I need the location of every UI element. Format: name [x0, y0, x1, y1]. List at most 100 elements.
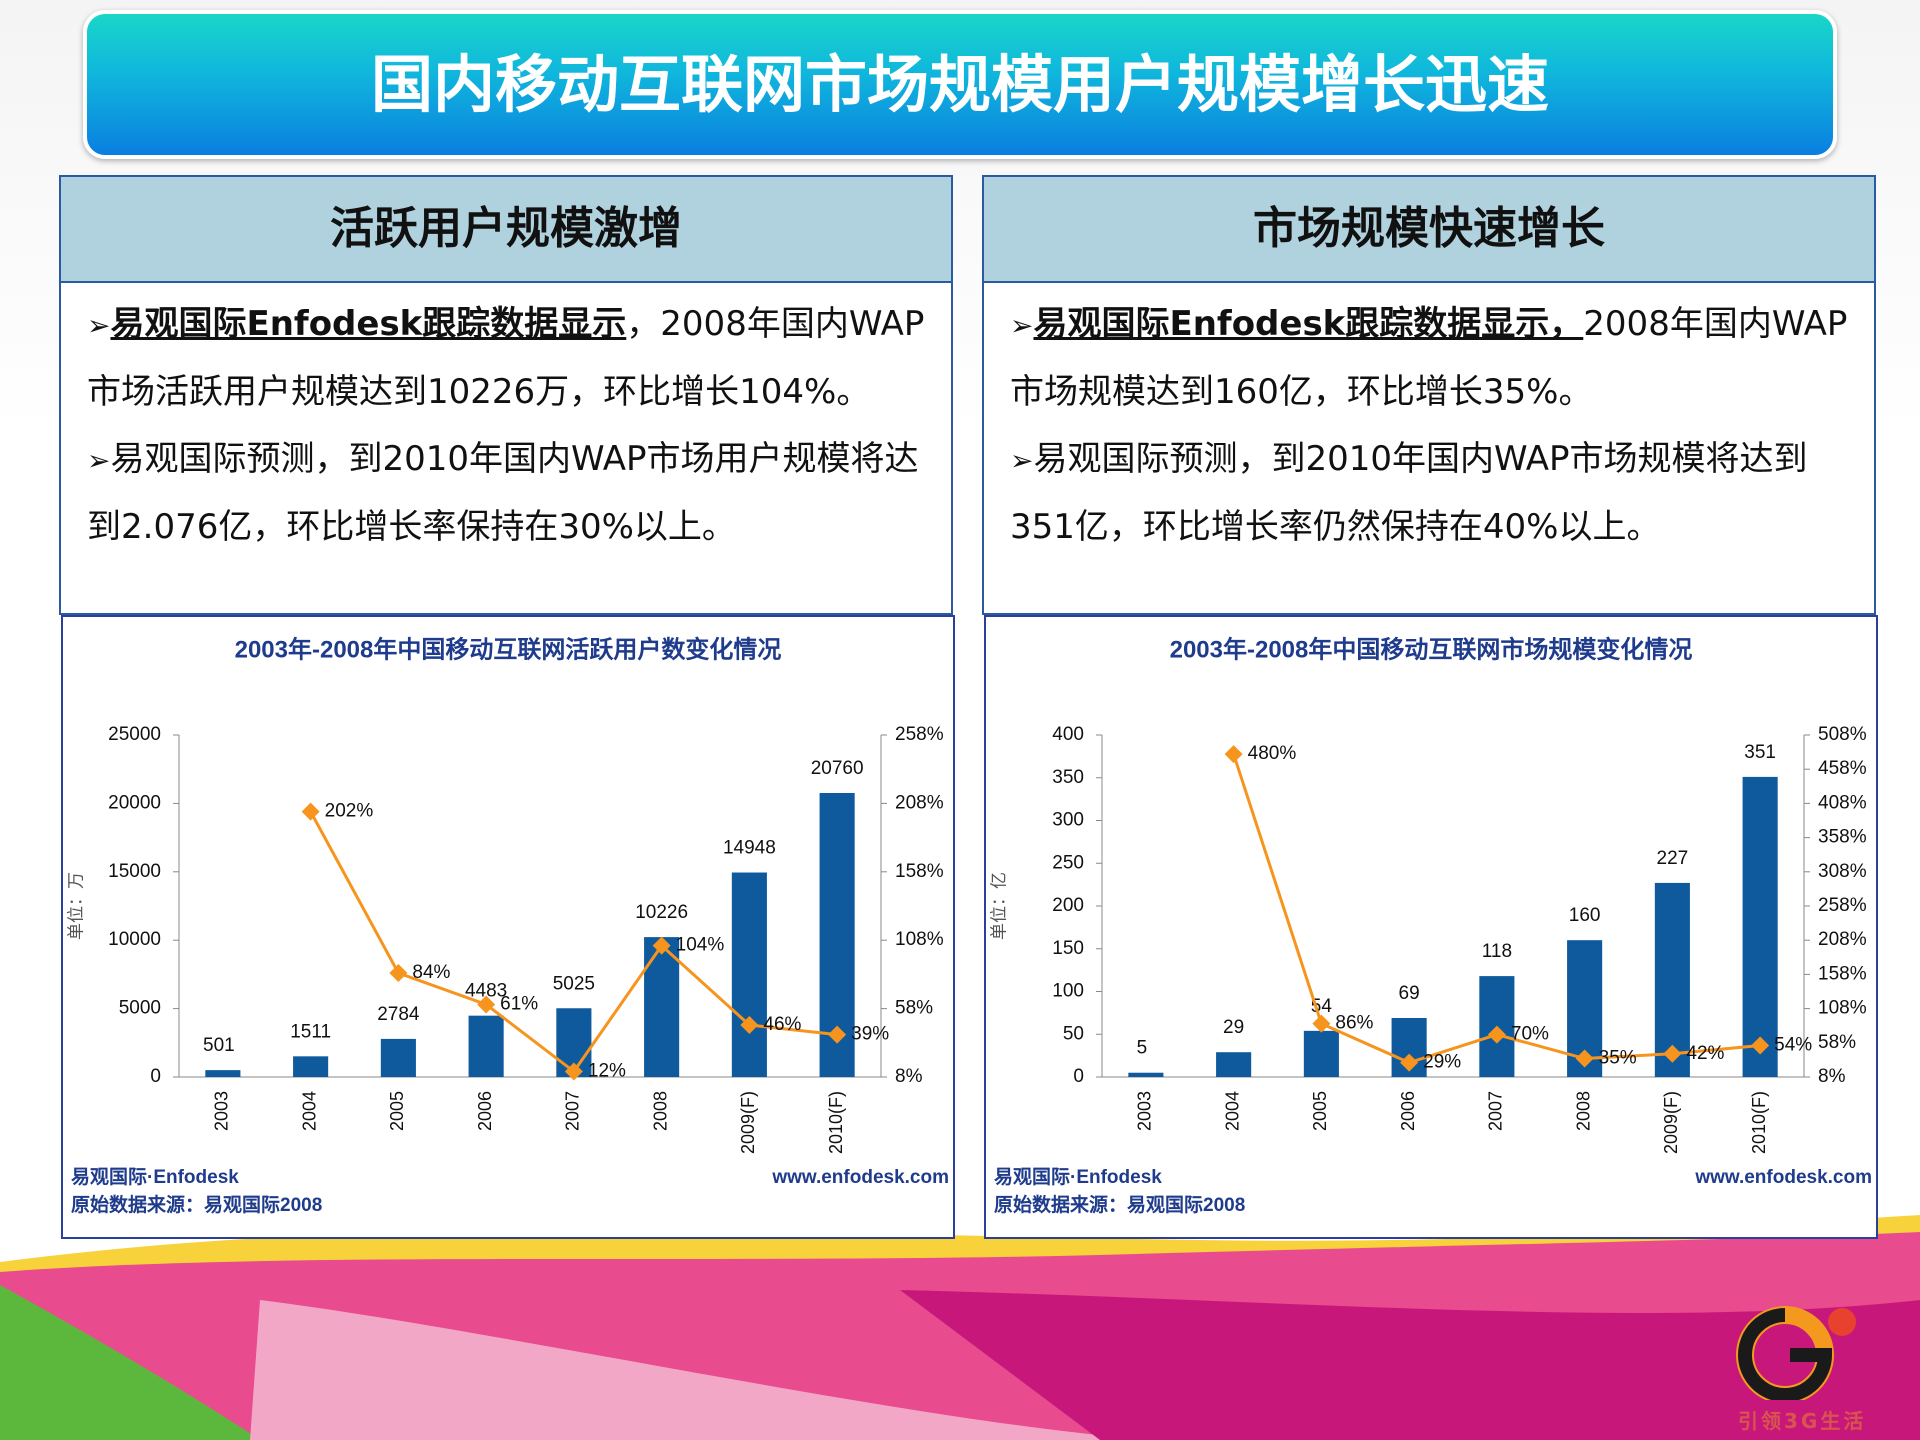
y2-tick-label: 358% [1818, 827, 1867, 848]
line-marker [1575, 1049, 1594, 1068]
bar-value-label: 118 [1482, 941, 1512, 962]
bar-value-label: 29 [1223, 1017, 1244, 1038]
bar-value-label: 351 [1744, 742, 1776, 763]
panel-heading: 市场规模快速增长 [984, 177, 1874, 283]
x-tick-label: 2005 [387, 1091, 407, 1131]
line-value-label: 54% [1774, 1035, 1812, 1056]
y2-tick-label: 8% [895, 1066, 923, 1087]
bar-value-label: 4483 [465, 981, 507, 1002]
bar-value-label: 501 [203, 1035, 235, 1056]
y-tick-label: 5000 [119, 998, 161, 1019]
bar-value-label: 14948 [723, 838, 776, 859]
text: ，2008年国内WAP市场活跃用户规模达到10226万，环比增长104%。 [87, 304, 925, 412]
lead-text: 易观国际Enfodesk跟踪数据显示 [110, 304, 627, 344]
bar-value-label: 5025 [553, 973, 595, 994]
y-tick-label: 300 [1052, 810, 1084, 831]
chart-title: 2003年-2008年中国移动互联网活跃用户数变化情况 [235, 635, 782, 663]
x-tick-label: 2006 [1398, 1091, 1418, 1131]
x-tick-label: 2010(F) [826, 1091, 846, 1154]
y2-tick-label: 258% [1818, 895, 1867, 916]
y-tick-label: 400 [1052, 724, 1084, 745]
bar [293, 1056, 329, 1077]
y-axis-label: 单位：万 [66, 872, 85, 940]
line-value-label: 84% [412, 962, 450, 983]
chart-box: 2003年-2008年中国移动互联网活跃用户数变化情况 单位：万 0 5000 1000… [61, 615, 955, 1239]
line-value-label: 70% [1511, 1024, 1549, 1045]
x-tick-label: 2004 [299, 1091, 319, 1131]
line-marker [828, 1025, 847, 1044]
line-value-label: 12% [588, 1061, 626, 1082]
y2-tick-label: 58% [895, 998, 933, 1019]
bullet [87, 304, 110, 344]
bar [1128, 1072, 1164, 1077]
line-marker [1663, 1044, 1682, 1063]
y-tick-label: 15000 [108, 861, 161, 882]
panel: 市场规模快速增长 易观国际Enfodesk跟踪数据显示，2008年国内WAP市场… [982, 175, 1876, 615]
bar-value-label: 10226 [635, 902, 688, 923]
y-tick-label: 200 [1052, 895, 1084, 916]
bar-value-label: 2784 [377, 1004, 420, 1025]
bar-value-label: 20760 [811, 758, 864, 779]
line-value-label: 61% [500, 994, 538, 1015]
bar [1303, 1030, 1339, 1077]
x-tick-label: 2010(F) [1749, 1091, 1769, 1154]
source-note: 原始数据来源：易观国际2008 [994, 1193, 1245, 1216]
bar [468, 1015, 504, 1077]
y2-tick-label: 8% [1818, 1066, 1846, 1087]
paragraph: 易观国际预测，到2010年国内WAP市场规模将达到351亿，环比增长率仍然保持在… [1010, 426, 1848, 561]
line-marker [740, 1016, 759, 1035]
y2-tick-label: 208% [895, 792, 944, 813]
y-tick-label: 350 [1052, 767, 1084, 788]
line-value-label: 86% [1335, 1013, 1373, 1034]
y2-tick-label: 108% [895, 929, 944, 950]
x-tick-label: 2007 [563, 1091, 583, 1131]
x-tick-label: 2009(F) [1661, 1091, 1681, 1154]
bar [380, 1038, 416, 1077]
text: 易观国际预测，到2010年国内WAP市场用户规模将达到2.076亿，环比增长率保… [87, 439, 919, 547]
y2-tick-label: 258% [895, 724, 944, 745]
y-axis-label: 单位：亿 [989, 872, 1008, 940]
y2-tick-label: 458% [1818, 758, 1867, 779]
lead-text: 易观国际Enfodesk跟踪数据显示， [1033, 304, 1584, 344]
line-value-label: 104% [676, 935, 725, 956]
source-left: 易观国际·Enfodesk [994, 1166, 1162, 1188]
logo-text: 引领3G生活 [1738, 1409, 1867, 1433]
x-tick-label: 2003 [1135, 1091, 1155, 1131]
line-marker [1224, 745, 1243, 764]
y2-tick-label: 408% [1818, 792, 1867, 813]
source-right: www.enfodesk.com [1694, 1167, 1872, 1188]
y2-tick-label: 158% [1818, 963, 1867, 984]
bar-value-label: 1511 [290, 1021, 331, 1042]
y2-tick-label: 58% [1818, 1032, 1856, 1053]
y-tick-label: 50 [1063, 1023, 1084, 1044]
panel-body: 易观国际Enfodesk跟踪数据显示，2008年国内WAP市场规模达到160亿，… [984, 283, 1874, 569]
bar-value-label: 5 [1137, 1038, 1148, 1059]
line-value-label: 35% [1599, 1048, 1637, 1069]
y2-tick-label: 308% [1818, 861, 1867, 882]
line-value-label: 46% [763, 1014, 801, 1035]
slide-title: 国内移动互联网市场规模用户规模增长迅速 [83, 10, 1837, 159]
line-value-label: 39% [851, 1024, 889, 1045]
y-tick-label: 0 [1073, 1066, 1084, 1087]
line-marker [1312, 1014, 1331, 1033]
x-tick-label: 2006 [475, 1091, 495, 1131]
y-tick-label: 20000 [108, 792, 161, 813]
line-marker [1400, 1053, 1419, 1072]
chart-title: 2003年-2008年中国移动互联网市场规模变化情况 [1170, 635, 1693, 663]
bar [205, 1070, 241, 1077]
chart-box: 2003年-2008年中国移动互联网市场规模变化情况 单位：亿 0 50 100 150 2… [984, 615, 1878, 1239]
bullet [1010, 439, 1033, 479]
x-tick-label: 2008 [1573, 1091, 1593, 1131]
paragraph: 易观国际Enfodesk跟踪数据显示，2008年国内WAP市场规模达到160亿，… [1010, 291, 1848, 426]
bar [1216, 1052, 1252, 1077]
text: 易观国际预测，到2010年国内WAP市场规模将达到351亿，环比增长率仍然保持在… [1010, 439, 1808, 547]
y-tick-label: 0 [150, 1066, 161, 1087]
bar [1654, 882, 1690, 1077]
x-tick-label: 2007 [1486, 1091, 1506, 1131]
paragraph: 易观国际Enfodesk跟踪数据显示，2008年国内WAP市场活跃用户规模达到1… [87, 291, 925, 426]
bar-value-label: 160 [1569, 905, 1601, 926]
bar [1742, 776, 1778, 1077]
